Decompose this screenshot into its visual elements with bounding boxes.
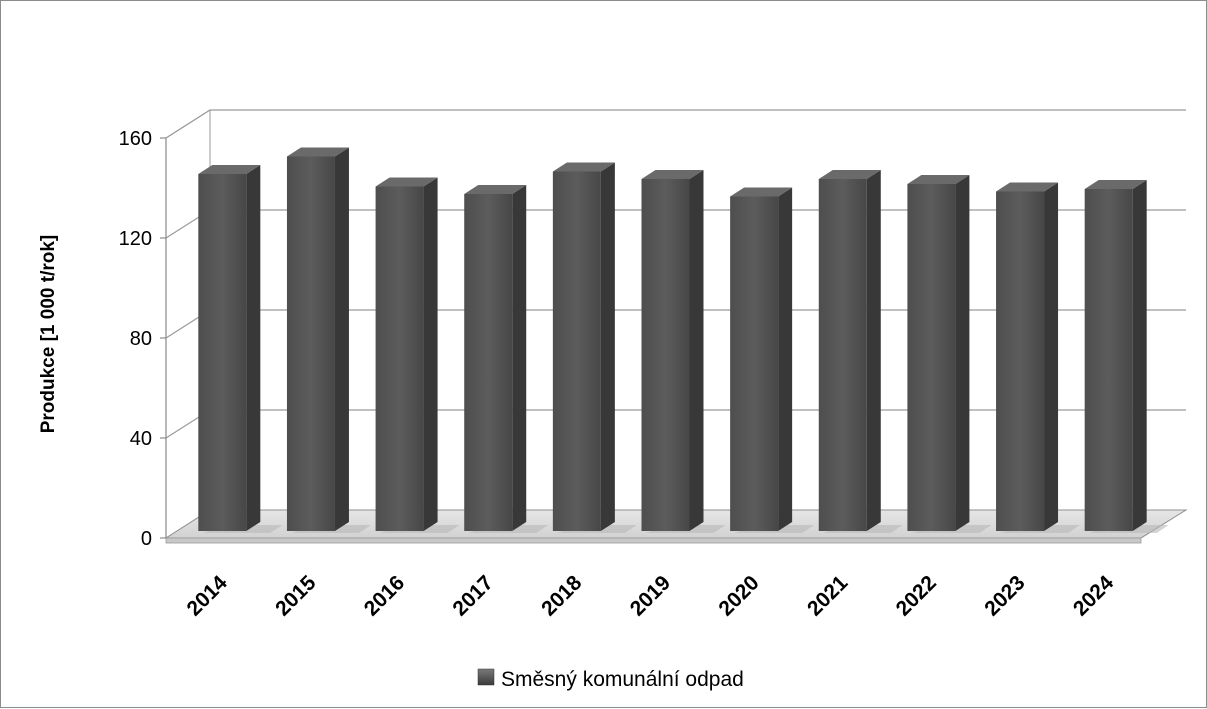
- bars: [198, 147, 1169, 533]
- y-axis-label: Produkce [1 000 t/rok]: [38, 235, 59, 434]
- legend-label: Směsný komunální odpad: [501, 668, 744, 691]
- bar-top: [1084, 180, 1147, 189]
- x-tick-label: 2021: [803, 571, 853, 621]
- bar-front: [552, 171, 601, 531]
- y-axis: 0 40 80 120 160: [119, 128, 167, 550]
- bar-2021: [818, 170, 903, 533]
- bar-side: [600, 162, 615, 531]
- bar-front: [375, 186, 424, 531]
- y-tick-label: 160: [119, 128, 152, 150]
- bar-2017: [464, 185, 549, 533]
- bar-side: [1132, 180, 1147, 531]
- bar-side: [866, 170, 881, 531]
- bar-side: [334, 147, 349, 531]
- gridline-left-160: [165, 109, 211, 139]
- bar-front: [641, 179, 690, 531]
- bar-2022: [907, 175, 992, 533]
- bar-side: [1044, 182, 1059, 531]
- x-tick-label: 2022: [892, 571, 941, 620]
- bar-2014: [198, 165, 283, 533]
- bar-side: [689, 170, 704, 531]
- bar-front: [1084, 189, 1133, 531]
- bar-top: [996, 182, 1059, 192]
- x-tick-label: 2017: [448, 571, 497, 620]
- bar-side: [512, 185, 527, 531]
- bar-side: [955, 175, 970, 531]
- bar-2024: [1084, 180, 1169, 533]
- bar-2023: [996, 182, 1081, 533]
- x-tick-label: 2018: [537, 571, 587, 621]
- bar-side: [423, 177, 438, 531]
- x-axis: 2014 2015 2016 2017 2018 2019 2020 2021 2022 2023…: [183, 571, 1119, 621]
- bar-front: [286, 156, 335, 531]
- bar-top: [375, 177, 438, 187]
- floor-edge: [165, 537, 1142, 544]
- bar-top: [730, 187, 793, 197]
- bar-front: [198, 174, 247, 531]
- x-tick-label: 2020: [714, 571, 763, 620]
- y-tick-label: 40: [130, 428, 152, 450]
- bar-top: [907, 175, 970, 184]
- y-tick-label: 120: [119, 228, 152, 250]
- x-tick-label: 2014: [183, 571, 233, 621]
- bar-2020: [730, 187, 815, 533]
- bar-side: [246, 165, 261, 531]
- bar-front: [907, 184, 956, 531]
- bar-top: [552, 162, 615, 172]
- bar-side: [778, 187, 793, 531]
- y-tick-label: 80: [130, 328, 152, 350]
- bar-front: [464, 194, 513, 531]
- bar-top: [641, 170, 704, 179]
- bar-front: [996, 191, 1045, 531]
- bar-top: [198, 165, 261, 174]
- legend: Směsný komunální odpad: [477, 668, 744, 691]
- x-tick-label: 2016: [360, 571, 409, 620]
- bar-top: [818, 170, 881, 179]
- bar-2016: [375, 177, 460, 533]
- bar-2015: [286, 147, 371, 533]
- x-tick-label: 2024: [1069, 571, 1119, 621]
- x-tick-label: 2019: [626, 571, 675, 620]
- bar-top: [286, 147, 349, 157]
- bar-2018: [552, 162, 637, 533]
- bar-top: [464, 185, 527, 194]
- x-tick-label: 2015: [271, 571, 321, 621]
- bar-front: [818, 179, 867, 531]
- bar-2019: [641, 170, 726, 533]
- bar-front: [730, 196, 779, 531]
- legend-swatch: [477, 668, 495, 686]
- x-tick-label: 2023: [980, 571, 1029, 620]
- y-tick-label: 0: [141, 528, 152, 550]
